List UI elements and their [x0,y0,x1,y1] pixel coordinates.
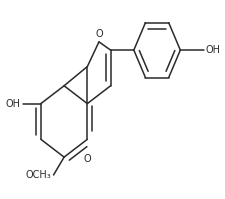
Text: OCH₃: OCH₃ [26,170,52,180]
Text: O: O [83,154,91,164]
Text: OH: OH [206,45,221,55]
Text: O: O [95,29,103,39]
Text: OH: OH [6,99,21,109]
